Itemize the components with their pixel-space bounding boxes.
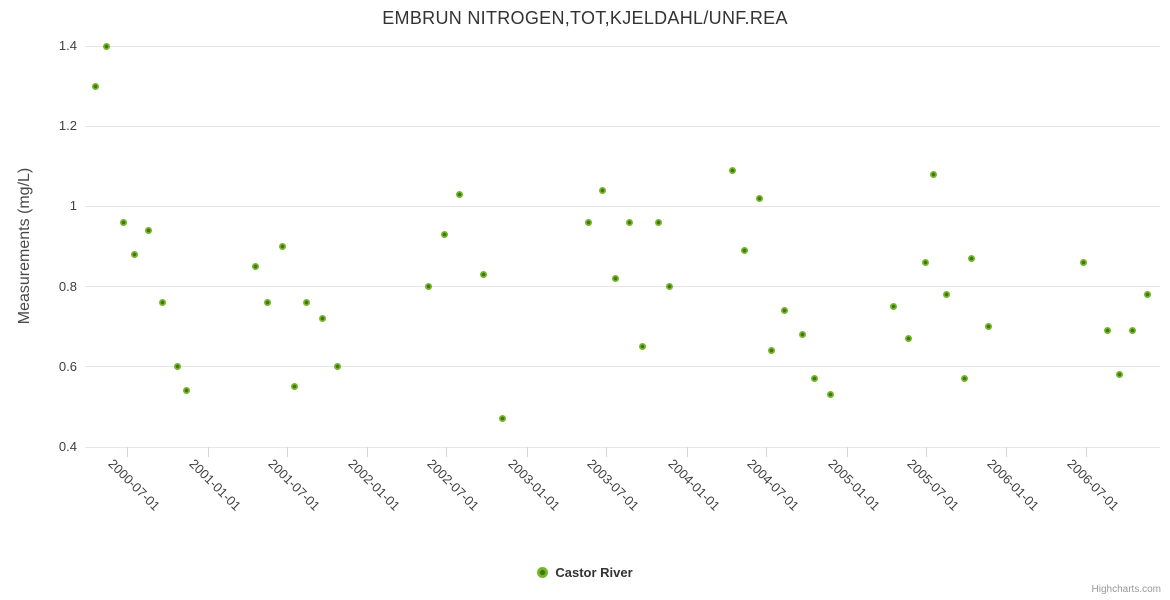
data-point[interactable] <box>654 218 662 226</box>
data-point[interactable] <box>479 271 487 279</box>
highcharts-credits-link[interactable]: Highcharts.com <box>1091 584 1161 595</box>
y-axis-tick-label: 1.4 <box>58 38 77 53</box>
x-axis-tick <box>286 447 288 457</box>
data-point[interactable] <box>291 383 299 391</box>
x-axis-tick-label: 2006-01-01 <box>984 456 1043 514</box>
data-point[interactable] <box>985 323 993 331</box>
data-point[interactable] <box>890 303 898 311</box>
x-axis-tick <box>367 447 369 457</box>
data-point[interactable] <box>666 283 674 291</box>
data-point[interactable] <box>728 166 736 174</box>
data-point[interactable] <box>319 315 327 323</box>
y-axis-tick-label: 0.6 <box>58 358 77 374</box>
x-axis-tick <box>1006 447 1008 457</box>
y-gridline <box>85 446 1160 448</box>
data-point[interactable] <box>498 415 506 423</box>
data-point[interactable] <box>639 343 647 351</box>
y-axis-tick-label: 1 <box>69 198 77 214</box>
data-point[interactable] <box>144 226 152 234</box>
data-point[interactable] <box>905 335 913 343</box>
data-point[interactable] <box>1079 259 1087 267</box>
data-point[interactable] <box>102 42 110 50</box>
x-axis-tick-label: 2002-01-01 <box>345 456 404 514</box>
x-axis-tick <box>925 447 927 457</box>
data-point[interactable] <box>826 391 834 399</box>
x-axis-tick-label: 2000-07-01 <box>105 456 164 514</box>
data-point[interactable] <box>174 363 182 371</box>
data-point[interactable] <box>159 299 167 307</box>
data-point[interactable] <box>921 259 929 267</box>
x-axis-tick-label: 2006-07-01 <box>1064 456 1122 514</box>
x-axis-tick <box>766 447 768 457</box>
x-axis-tick <box>1085 447 1087 457</box>
x-axis-tick <box>686 447 688 457</box>
x-axis-tick <box>846 447 848 457</box>
data-point[interactable] <box>120 218 128 226</box>
x-axis-tick <box>526 447 528 457</box>
data-point[interactable] <box>1144 291 1152 299</box>
y-gridline <box>85 366 1160 368</box>
data-point[interactable] <box>755 194 763 202</box>
y-axis-tick-label: 0.4 <box>58 439 77 454</box>
series-marker-icon <box>537 566 549 578</box>
data-point[interactable] <box>264 299 272 307</box>
data-point[interactable] <box>968 255 976 263</box>
x-axis-tick-label: 2005-07-01 <box>904 456 962 514</box>
data-point[interactable] <box>961 375 969 383</box>
x-axis-tick-label: 2004-07-01 <box>744 456 803 514</box>
x-axis-tick-label: 2003-07-01 <box>584 456 643 514</box>
data-point[interactable] <box>131 251 139 259</box>
data-point[interactable] <box>799 331 807 339</box>
data-point[interactable] <box>740 247 748 254</box>
y-gridline <box>85 45 1160 47</box>
data-point[interactable] <box>303 299 311 307</box>
data-point[interactable] <box>584 218 592 226</box>
data-point[interactable] <box>1103 327 1111 335</box>
y-axis-tick-label: 1.2 <box>58 118 77 134</box>
data-point[interactable] <box>456 190 464 198</box>
x-axis-tick-label: 2001-07-01 <box>265 456 323 514</box>
x-axis-tick <box>606 447 608 457</box>
x-axis-tick <box>446 447 448 457</box>
data-point[interactable] <box>424 283 432 291</box>
data-point[interactable] <box>810 375 818 383</box>
data-point[interactable] <box>279 243 287 250</box>
x-axis-tick-label: 2003-01-01 <box>505 456 563 514</box>
data-point[interactable] <box>92 82 100 90</box>
data-point[interactable] <box>183 387 191 395</box>
data-point[interactable] <box>780 307 788 315</box>
y-gridline <box>85 125 1160 127</box>
data-point[interactable] <box>252 263 260 271</box>
data-point[interactable] <box>1116 371 1124 379</box>
data-point[interactable] <box>611 275 619 283</box>
y-gridline <box>85 205 1160 207</box>
data-point[interactable] <box>333 363 341 371</box>
x-axis-tick-label: 2004-01-01 <box>664 456 723 514</box>
data-point[interactable] <box>1128 327 1136 335</box>
chart-title: EMBRUN NITROGEN,TOT,KJELDAHL/UNF.REA <box>382 8 788 28</box>
data-point[interactable] <box>767 347 775 355</box>
data-point[interactable] <box>625 218 633 226</box>
x-axis-tick-label: 2005-01-01 <box>825 456 883 514</box>
legend-item-castor-river[interactable]: Castor River <box>0 562 1170 582</box>
legend-series-label: Castor River <box>555 564 633 580</box>
y-gridline <box>85 286 1160 288</box>
x-axis-tick-label: 2001-01-01 <box>185 456 244 514</box>
x-axis-tick-label: 2002-07-01 <box>424 456 483 514</box>
y-axis-title: Measurements (mg/L) <box>16 167 33 325</box>
x-axis-tick <box>207 447 209 457</box>
data-point[interactable] <box>930 170 938 178</box>
data-point[interactable] <box>440 230 448 238</box>
plot-area <box>85 45 1160 448</box>
data-point[interactable] <box>598 186 606 194</box>
data-point[interactable] <box>942 291 950 299</box>
y-axis-tick-label: 0.8 <box>58 278 77 294</box>
x-axis-tick <box>127 447 128 457</box>
